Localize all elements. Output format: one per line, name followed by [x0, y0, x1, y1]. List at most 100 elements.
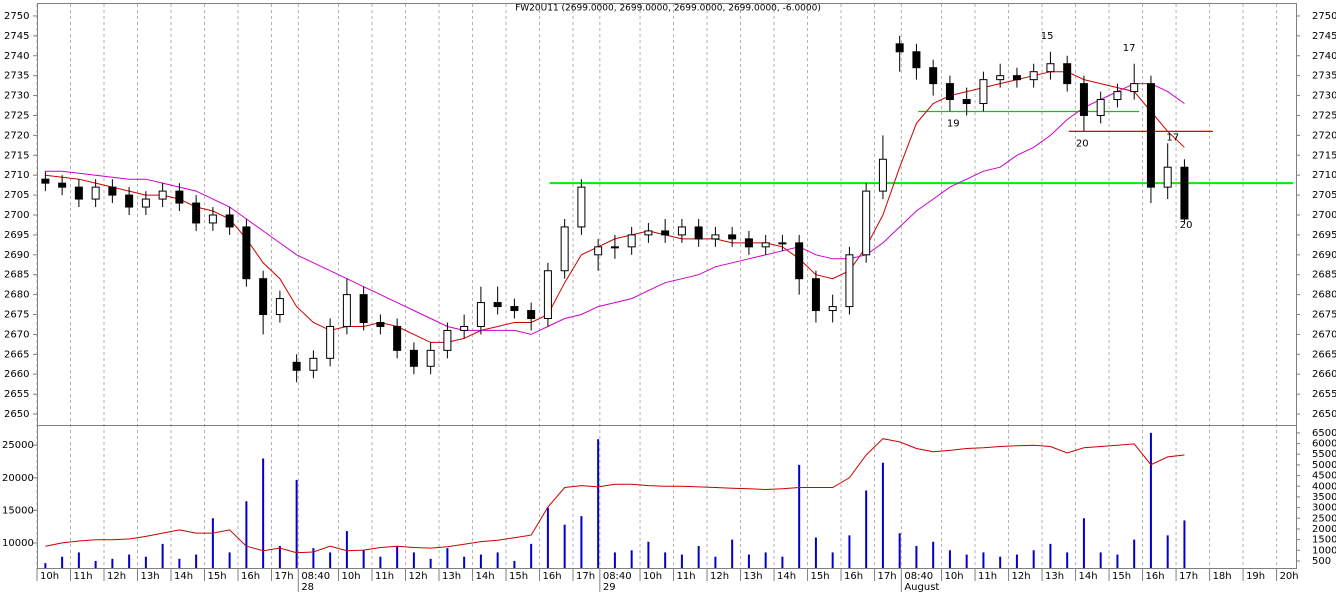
- candle-body: [979, 79, 988, 105]
- y-tick-label: 2650: [4, 409, 29, 420]
- candle-body: [175, 190, 184, 204]
- y-tick-label: 2710: [4, 170, 29, 181]
- y-tick-label: 2700: [4, 210, 29, 221]
- candle-body: [1146, 83, 1155, 188]
- candle-body: [359, 294, 368, 323]
- candle-body: [895, 43, 904, 53]
- y-tick-label: 2660: [4, 369, 29, 380]
- x-tick-label: 10h: [945, 571, 964, 582]
- x-tick-label: 16h: [241, 571, 260, 582]
- y-tick-label: 2680: [1312, 290, 1336, 301]
- candle-body: [560, 226, 569, 272]
- candle-body: [1096, 99, 1105, 116]
- y-tick-label: 2665: [1312, 349, 1336, 360]
- grid: [36, 4, 1278, 568]
- candle-body: [376, 321, 385, 327]
- x-tick-label: 10h: [342, 571, 361, 582]
- y-tick-label: 2680: [4, 290, 29, 301]
- x-tick-label: 15h: [509, 571, 528, 582]
- annotation: 19: [947, 118, 960, 129]
- y-tick-label: 2715: [4, 150, 29, 161]
- y-tick-label: 15000: [2, 505, 34, 516]
- y-tick-label: 2690: [4, 250, 29, 261]
- y-tick-label: 2655: [4, 389, 29, 400]
- x-tick-label: 15h: [208, 571, 227, 582]
- y-tick-label: 3500: [1312, 492, 1336, 503]
- x-tick-label: 17h: [576, 571, 595, 582]
- x-tick-label: 14h: [1079, 571, 1098, 582]
- candle-body: [761, 242, 770, 248]
- candle-body: [962, 99, 971, 105]
- x-tick-label: 10h: [643, 571, 662, 582]
- y-tick-label: 20000: [2, 473, 34, 484]
- candle-body: [1163, 166, 1172, 188]
- chart-title: FW20U11 (2699.0000, 2699.0000, 2699.0000…: [515, 4, 821, 14]
- candle-body: [510, 306, 519, 312]
- y-tick-label: 2695: [4, 230, 29, 241]
- candle-body: [460, 325, 469, 331]
- candle-body: [1130, 83, 1139, 93]
- y-tick-label: 2730: [4, 91, 29, 102]
- annotation: 17: [1166, 132, 1179, 143]
- candle-body: [58, 182, 67, 188]
- candle-body: [443, 329, 452, 351]
- y-tick-label: 2650: [1312, 409, 1336, 420]
- y-tick-label: 1500: [1312, 535, 1336, 546]
- date-label: August: [904, 582, 939, 592]
- x-tick-label: 17h: [1179, 571, 1198, 582]
- candle-body: [141, 198, 150, 208]
- candle-body: [1029, 71, 1038, 81]
- y-tick-label: 2695: [1312, 230, 1336, 241]
- candle-body: [225, 214, 234, 228]
- candle-body: [677, 226, 686, 236]
- candle-body: [577, 186, 586, 228]
- y-tick-label: 6000: [1312, 439, 1336, 450]
- lower-line: [45, 438, 1185, 554]
- x-tick-label: 16h: [543, 571, 562, 582]
- y-tick-label: 3000: [1312, 503, 1336, 514]
- candle-body: [1079, 83, 1088, 116]
- y-tick-label: 2720: [1312, 130, 1336, 141]
- candle-body: [1046, 63, 1055, 73]
- y-tick-label: 2720: [4, 130, 29, 141]
- candle-body: [912, 51, 921, 69]
- x-tick-label: 15h: [1112, 571, 1131, 582]
- annotation: 20: [1180, 220, 1193, 231]
- annotation: 20: [1076, 138, 1089, 149]
- y-tick-label: 2685: [4, 270, 29, 281]
- candle-body: [192, 202, 201, 224]
- y-tick-label: 2745: [4, 31, 29, 42]
- candle-body: [426, 349, 435, 367]
- x-tick-label: 18h: [1213, 571, 1232, 582]
- candle-body: [1180, 166, 1189, 220]
- x-tick-label: 14h: [174, 571, 193, 582]
- candle-body: [543, 270, 552, 320]
- x-tick-label: 13h: [442, 571, 461, 582]
- candle-body: [476, 302, 485, 327]
- candle-body: [945, 83, 954, 101]
- candle-body: [594, 246, 603, 256]
- candle-body: [1063, 63, 1072, 85]
- y-tick-label: 2730: [1312, 91, 1336, 102]
- y-tick-label: 2675: [4, 310, 29, 321]
- x-tick-label: 17h: [878, 571, 897, 582]
- y-tick-label: 2725: [4, 110, 29, 121]
- candle-body: [845, 254, 854, 308]
- candle-body: [711, 234, 720, 240]
- plot-frame: [37, 3, 1297, 569]
- candle-body: [744, 238, 753, 248]
- y-tick-label: 2705: [4, 190, 29, 201]
- date-label: 29: [603, 582, 616, 592]
- x-tick-label: 16h: [844, 571, 863, 582]
- x-tick-label: 13h: [744, 571, 763, 582]
- y-tick-label: 2745: [1312, 31, 1336, 42]
- candle-body: [41, 178, 50, 184]
- candle-body: [1012, 75, 1021, 81]
- x-tick-label: 08:40: [301, 571, 330, 582]
- x-tick-label: 11h: [375, 571, 394, 582]
- candle-body: [644, 230, 653, 236]
- y-tick-label: 5000: [1312, 460, 1336, 471]
- y-tick-label: 2710: [1312, 170, 1336, 181]
- candle-body: [342, 294, 351, 327]
